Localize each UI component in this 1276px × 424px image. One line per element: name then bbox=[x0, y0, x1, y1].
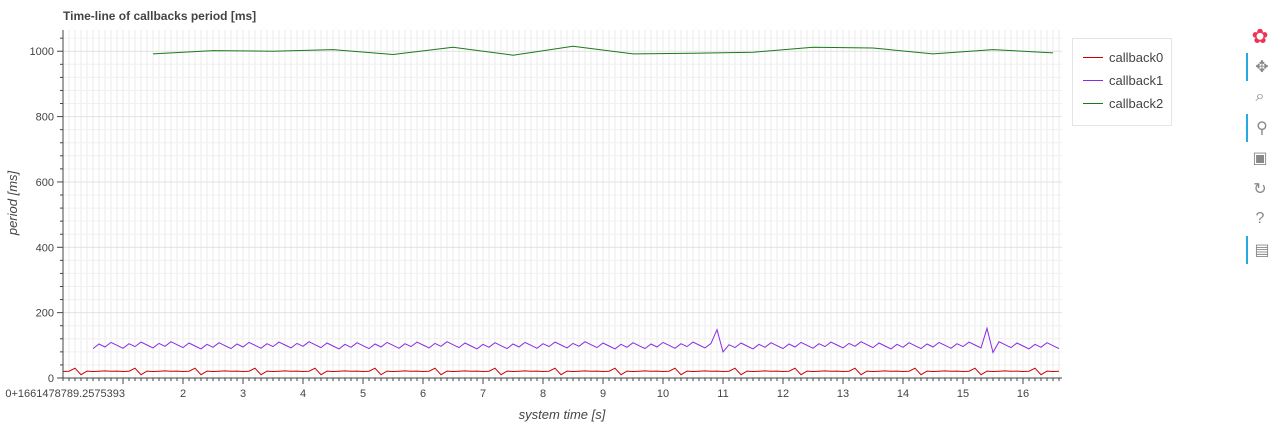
x-axis-label: system time [s] bbox=[519, 407, 606, 422]
x-tick-label: 8 bbox=[540, 388, 546, 400]
y-tick-label: 200 bbox=[36, 308, 54, 320]
x-tick-label: 0+1661478789.2575393 bbox=[5, 388, 125, 400]
x-tick-label: 11 bbox=[717, 388, 728, 400]
legend-item-callback2[interactable]: callback2 bbox=[1083, 94, 1163, 112]
y-tick-label: 800 bbox=[36, 112, 54, 124]
help-icon[interactable]: ? bbox=[1255, 210, 1265, 227]
x-tick-label: 12 bbox=[777, 388, 789, 400]
chart-title: Time-line of callbacks period [ms] bbox=[63, 9, 256, 23]
legend-item-callback0[interactable]: callback0 bbox=[1083, 48, 1163, 66]
save-icon[interactable]: ▣ bbox=[1252, 150, 1268, 167]
wheel-zoom-icon[interactable]: ⚲ bbox=[1246, 113, 1276, 142]
axes: 0 200 400 600 800 1000 0+1661478789.2575393 2 3 4… bbox=[5, 30, 1062, 400]
x-tick-label: 14 bbox=[897, 388, 909, 400]
box-zoom-icon[interactable]: ⌕ bbox=[1255, 88, 1265, 105]
legend-swatch bbox=[1083, 102, 1103, 104]
legend-label: callback1 bbox=[1109, 72, 1164, 88]
hover-icon[interactable]: ▤ bbox=[1246, 235, 1276, 264]
series-line-callback2 bbox=[152, 45, 1054, 56]
toolbar: ✿ ✥ ⌕ ⚲ ▣ ↻? ▤ bbox=[1244, 22, 1274, 272]
x-tick-label: 4 bbox=[300, 388, 306, 400]
y-axis-label: period [ms] bbox=[5, 170, 20, 236]
legend-label: callback2 bbox=[1109, 95, 1164, 111]
legend-swatch bbox=[1083, 79, 1103, 81]
x-tick-label: 10 bbox=[657, 388, 669, 400]
legend-label: callback0 bbox=[1109, 49, 1164, 65]
y-tick-label: 0 bbox=[48, 373, 54, 385]
x-tick-label: 7 bbox=[480, 388, 486, 400]
y-tick-label: 600 bbox=[36, 177, 54, 189]
x-tick-label: 5 bbox=[360, 388, 366, 400]
x-tick-label: 6 bbox=[420, 388, 426, 400]
series-line-callback0 bbox=[62, 367, 1060, 376]
legend-item-callback1[interactable]: callback1 bbox=[1083, 71, 1163, 89]
x-tick-label: 3 bbox=[240, 388, 246, 400]
series-layer bbox=[62, 45, 1060, 376]
pan-icon[interactable]: ✥ bbox=[1246, 52, 1276, 81]
x-tick-label: 15 bbox=[957, 388, 969, 400]
x-tick-label: 16 bbox=[1017, 388, 1029, 400]
series-line-callback1 bbox=[92, 326, 1060, 354]
bokeh-logo-icon: ✿ bbox=[1251, 25, 1269, 48]
grid bbox=[62, 30, 1062, 379]
reset-icon[interactable]: ↻ bbox=[1253, 180, 1267, 198]
x-tick-label: 13 bbox=[837, 388, 849, 400]
y-tick-label: 400 bbox=[36, 242, 54, 254]
y-tick-label: 1000 bbox=[30, 46, 54, 58]
legend-swatch bbox=[1083, 56, 1103, 58]
x-tick-label: 9 bbox=[600, 388, 606, 400]
x-tick-label: 2 bbox=[180, 388, 186, 400]
legend: callback0 callback1 callback2 bbox=[1072, 38, 1172, 126]
